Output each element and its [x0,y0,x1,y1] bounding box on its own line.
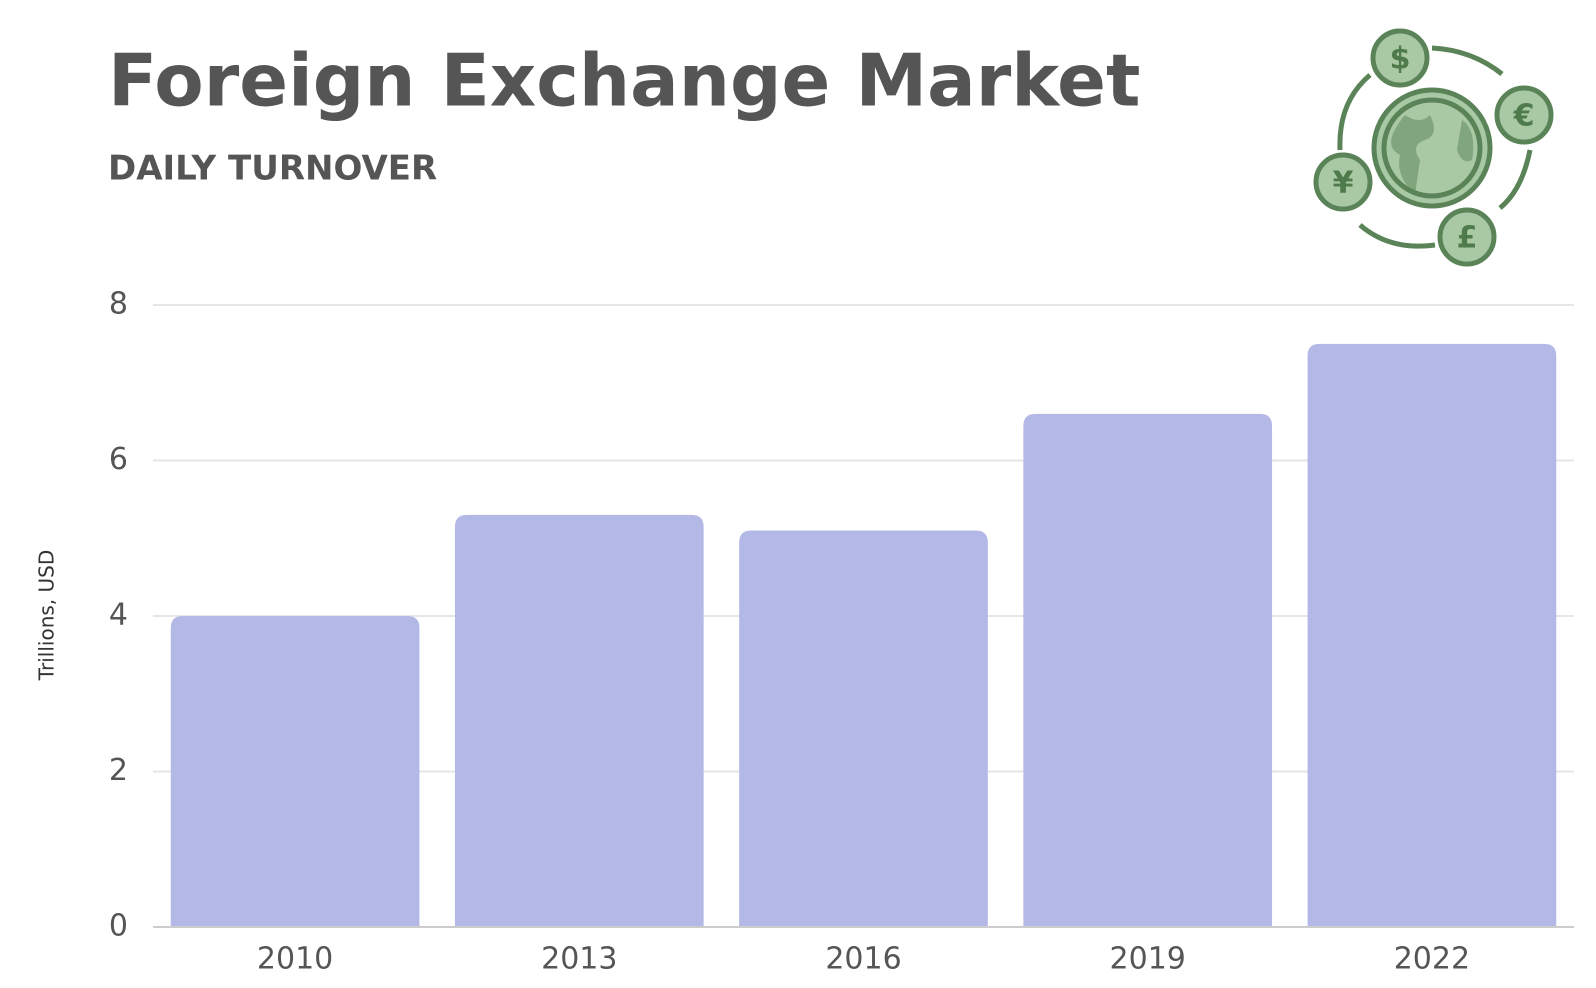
currency-symbol: £ [1457,221,1478,256]
chart-title: Foreign Exchange Market [108,39,1140,123]
currency-symbol: $ [1390,42,1411,77]
y-tick-label: 4 [109,598,128,633]
currency-symbol: € [1513,99,1535,134]
bar [1023,413,1273,928]
x-tick-label: 2013 [541,942,617,977]
y-tick-label: 2 [109,753,128,788]
bar [739,530,988,927]
icon-symbols: $ € £ ¥ [1333,42,1535,256]
y-axis-label: Trillions, USD [35,550,59,682]
bar [170,616,420,927]
currency-symbol: ¥ [1333,166,1354,201]
bar [454,514,704,927]
x-tick-label: 2010 [257,942,333,977]
x-tick-label: 2019 [1110,942,1186,977]
y-tick-label: 8 [109,287,128,322]
y-tick-label: 6 [109,442,128,477]
chart-subtitle: DAILY TURNOVER [108,149,437,189]
currency-icon [1313,28,1554,267]
x-tick-label: 2022 [1394,942,1470,977]
bar [1307,343,1557,927]
y-tick-label: 0 [109,909,128,944]
x-tick-label: 2016 [825,942,901,977]
